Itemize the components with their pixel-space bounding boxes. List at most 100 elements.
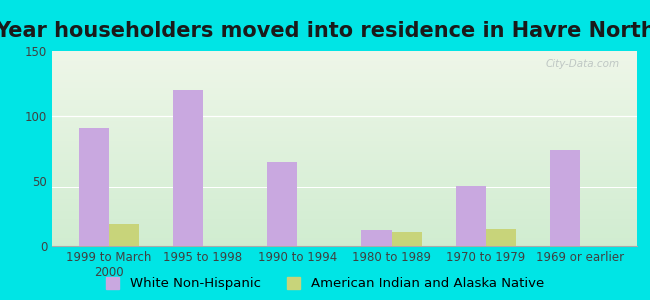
Bar bbox=[52, 190, 637, 191]
Bar bbox=[52, 205, 637, 207]
Bar bbox=[52, 121, 637, 123]
Bar bbox=[52, 63, 637, 64]
Bar bbox=[52, 61, 637, 63]
Bar bbox=[52, 217, 637, 219]
Bar bbox=[52, 195, 637, 197]
Bar bbox=[52, 234, 637, 236]
Bar bbox=[456, 186, 486, 246]
Bar bbox=[52, 160, 637, 162]
Bar bbox=[52, 150, 637, 152]
Bar bbox=[52, 139, 637, 141]
Bar bbox=[109, 224, 139, 246]
Bar bbox=[52, 193, 637, 195]
Bar bbox=[52, 182, 637, 184]
Text: Year householders moved into residence in Havre North: Year householders moved into residence i… bbox=[0, 21, 650, 41]
Bar bbox=[52, 125, 637, 127]
Bar bbox=[52, 68, 637, 70]
Bar bbox=[550, 150, 580, 246]
Bar bbox=[52, 232, 637, 234]
Bar bbox=[52, 226, 637, 229]
Bar bbox=[52, 238, 637, 240]
Bar bbox=[52, 80, 637, 82]
Bar bbox=[52, 185, 637, 188]
Bar bbox=[52, 236, 637, 238]
Bar bbox=[52, 211, 637, 213]
Bar bbox=[52, 123, 637, 125]
Bar bbox=[52, 188, 637, 190]
Bar bbox=[52, 184, 637, 185]
Bar bbox=[52, 100, 637, 102]
Bar bbox=[52, 166, 637, 168]
Bar bbox=[52, 145, 637, 146]
Bar bbox=[52, 220, 637, 223]
Bar bbox=[52, 129, 637, 131]
Bar bbox=[52, 103, 637, 106]
Bar bbox=[52, 199, 637, 201]
Bar bbox=[52, 98, 637, 100]
Bar bbox=[52, 154, 637, 156]
Bar bbox=[52, 92, 637, 94]
Bar bbox=[52, 152, 637, 154]
Bar bbox=[52, 176, 637, 178]
Bar bbox=[52, 110, 637, 111]
Bar bbox=[52, 113, 637, 115]
Text: City-Data.com: City-Data.com bbox=[545, 59, 619, 69]
Bar bbox=[52, 115, 637, 117]
Bar bbox=[52, 111, 637, 113]
Bar bbox=[52, 156, 637, 158]
Bar bbox=[52, 117, 637, 119]
Bar bbox=[79, 128, 109, 246]
Bar bbox=[52, 170, 637, 172]
Bar bbox=[52, 242, 637, 244]
Bar bbox=[52, 67, 637, 68]
Bar bbox=[52, 201, 637, 203]
Bar bbox=[52, 78, 637, 80]
Bar bbox=[52, 141, 637, 142]
Bar bbox=[52, 148, 637, 150]
Legend: White Non-Hispanic, American Indian and Alaska Native: White Non-Hispanic, American Indian and … bbox=[106, 277, 544, 290]
Bar bbox=[52, 74, 637, 76]
Bar bbox=[173, 90, 203, 246]
Bar bbox=[52, 172, 637, 174]
Bar bbox=[52, 168, 637, 170]
Bar bbox=[361, 230, 392, 246]
Bar bbox=[52, 64, 637, 67]
Bar bbox=[52, 86, 637, 88]
Bar bbox=[52, 57, 637, 59]
Bar bbox=[392, 232, 422, 246]
Bar bbox=[52, 90, 637, 92]
Bar bbox=[486, 229, 516, 246]
Bar bbox=[52, 174, 637, 176]
Bar bbox=[52, 94, 637, 96]
Bar bbox=[52, 51, 637, 53]
Bar bbox=[52, 82, 637, 84]
Bar bbox=[52, 107, 637, 110]
Bar bbox=[52, 209, 637, 211]
Bar bbox=[52, 164, 637, 166]
Bar bbox=[52, 135, 637, 137]
Bar bbox=[267, 161, 297, 246]
Bar bbox=[52, 147, 637, 148]
Bar bbox=[52, 127, 637, 129]
Bar bbox=[52, 102, 637, 103]
Bar bbox=[52, 131, 637, 133]
Bar bbox=[52, 55, 637, 57]
Bar bbox=[52, 223, 637, 224]
Bar bbox=[52, 133, 637, 135]
Bar bbox=[52, 203, 637, 205]
Bar bbox=[52, 142, 637, 145]
Bar bbox=[52, 96, 637, 98]
Bar bbox=[52, 213, 637, 215]
Bar bbox=[52, 230, 637, 232]
Bar bbox=[52, 88, 637, 90]
Bar bbox=[52, 76, 637, 78]
Bar bbox=[52, 207, 637, 209]
Bar bbox=[52, 244, 637, 246]
Bar bbox=[52, 53, 637, 55]
Bar bbox=[52, 229, 637, 230]
Bar bbox=[52, 178, 637, 180]
Bar bbox=[52, 197, 637, 199]
Bar bbox=[52, 219, 637, 220]
Bar bbox=[52, 137, 637, 139]
Bar bbox=[52, 70, 637, 72]
